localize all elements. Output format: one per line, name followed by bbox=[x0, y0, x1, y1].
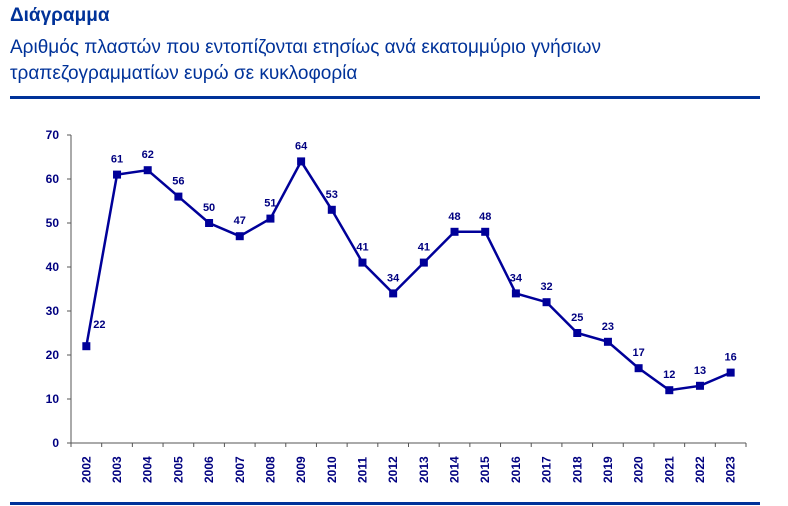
x-tick-label: 2004 bbox=[141, 456, 155, 483]
data-label: 34 bbox=[387, 272, 400, 284]
data-label: 17 bbox=[632, 347, 644, 359]
x-tick-label: 2019 bbox=[601, 456, 615, 483]
y-tick-label: 60 bbox=[46, 172, 60, 186]
x-tick-label: 2016 bbox=[509, 456, 523, 483]
data-point bbox=[143, 166, 152, 175]
data-point bbox=[542, 298, 551, 307]
x-tick-label: 2010 bbox=[325, 456, 339, 483]
x-tick-label: 2007 bbox=[233, 456, 247, 483]
x-tick-label: 2020 bbox=[632, 456, 646, 483]
x-tick-label: 2022 bbox=[693, 456, 707, 483]
data-point bbox=[205, 219, 214, 227]
y-tick-label: 30 bbox=[46, 304, 60, 318]
x-tick-label: 2003 bbox=[110, 456, 124, 483]
data-label: 41 bbox=[418, 242, 430, 254]
x-tick-label: 2021 bbox=[662, 456, 676, 483]
y-tick-label: 70 bbox=[46, 128, 60, 142]
data-point bbox=[327, 205, 336, 214]
data-label: 48 bbox=[448, 211, 460, 223]
bottom-divider bbox=[10, 502, 760, 505]
y-tick-label: 50 bbox=[46, 216, 60, 230]
data-label: 16 bbox=[725, 352, 737, 364]
x-tick-label: 2006 bbox=[202, 456, 216, 483]
chart-heading: Διάγραμμα bbox=[10, 5, 110, 26]
x-tick-label: 2017 bbox=[540, 456, 554, 483]
data-label: 32 bbox=[540, 281, 552, 293]
y-tick-label: 0 bbox=[52, 436, 59, 450]
data-label: 51 bbox=[264, 198, 276, 210]
data-point bbox=[419, 258, 428, 267]
x-tick-label: 2023 bbox=[724, 456, 738, 483]
x-tick-label: 2013 bbox=[417, 456, 431, 483]
data-point bbox=[358, 258, 367, 267]
x-tick-label: 2018 bbox=[570, 456, 584, 483]
data-point bbox=[266, 214, 275, 223]
x-tick-label: 2002 bbox=[79, 456, 93, 483]
data-label: 53 bbox=[326, 189, 338, 201]
chart-subtitle: Αριθμός πλαστών που εντοπίζονται ετησίως… bbox=[10, 37, 601, 84]
y-tick-label: 40 bbox=[46, 260, 60, 274]
y-tick-label: 20 bbox=[46, 348, 60, 362]
data-point bbox=[603, 337, 612, 346]
x-tick-label: 2015 bbox=[478, 456, 492, 483]
data-point bbox=[634, 364, 643, 373]
data-label: 47 bbox=[234, 215, 246, 227]
x-tick-label: 2008 bbox=[263, 456, 277, 483]
data-point bbox=[297, 157, 306, 166]
x-tick-label: 2009 bbox=[294, 456, 308, 483]
data-point bbox=[174, 192, 183, 201]
x-tick-label: 2011 bbox=[355, 457, 369, 483]
data-point bbox=[113, 170, 122, 179]
data-label: 56 bbox=[172, 176, 184, 188]
x-tick-label: 2012 bbox=[386, 456, 400, 483]
data-point bbox=[450, 227, 459, 236]
data-point bbox=[82, 342, 91, 351]
data-point bbox=[511, 289, 520, 298]
data-label: 62 bbox=[142, 149, 154, 161]
data-label: 48 bbox=[479, 211, 491, 223]
data-label: 22 bbox=[93, 319, 105, 331]
x-tick-label: 2005 bbox=[171, 456, 185, 483]
data-label: 13 bbox=[694, 365, 706, 377]
x-tick-label: 2014 bbox=[448, 456, 462, 483]
data-label: 41 bbox=[356, 242, 368, 254]
data-label: 23 bbox=[602, 321, 614, 333]
y-tick-label: 10 bbox=[46, 392, 60, 406]
data-label: 34 bbox=[510, 272, 523, 284]
data-point bbox=[695, 381, 704, 390]
data-point bbox=[481, 227, 490, 236]
data-point bbox=[235, 232, 244, 241]
data-label: 64 bbox=[295, 140, 308, 152]
top-divider bbox=[10, 96, 760, 99]
series-line bbox=[85, 158, 732, 392]
data-point bbox=[573, 329, 582, 337]
data-label: 61 bbox=[111, 154, 123, 166]
data-label: 25 bbox=[571, 312, 583, 324]
data-point bbox=[665, 386, 674, 395]
data-label: 50 bbox=[203, 202, 215, 214]
data-point bbox=[726, 368, 735, 377]
data-point bbox=[389, 289, 398, 298]
data-label: 12 bbox=[663, 369, 675, 381]
